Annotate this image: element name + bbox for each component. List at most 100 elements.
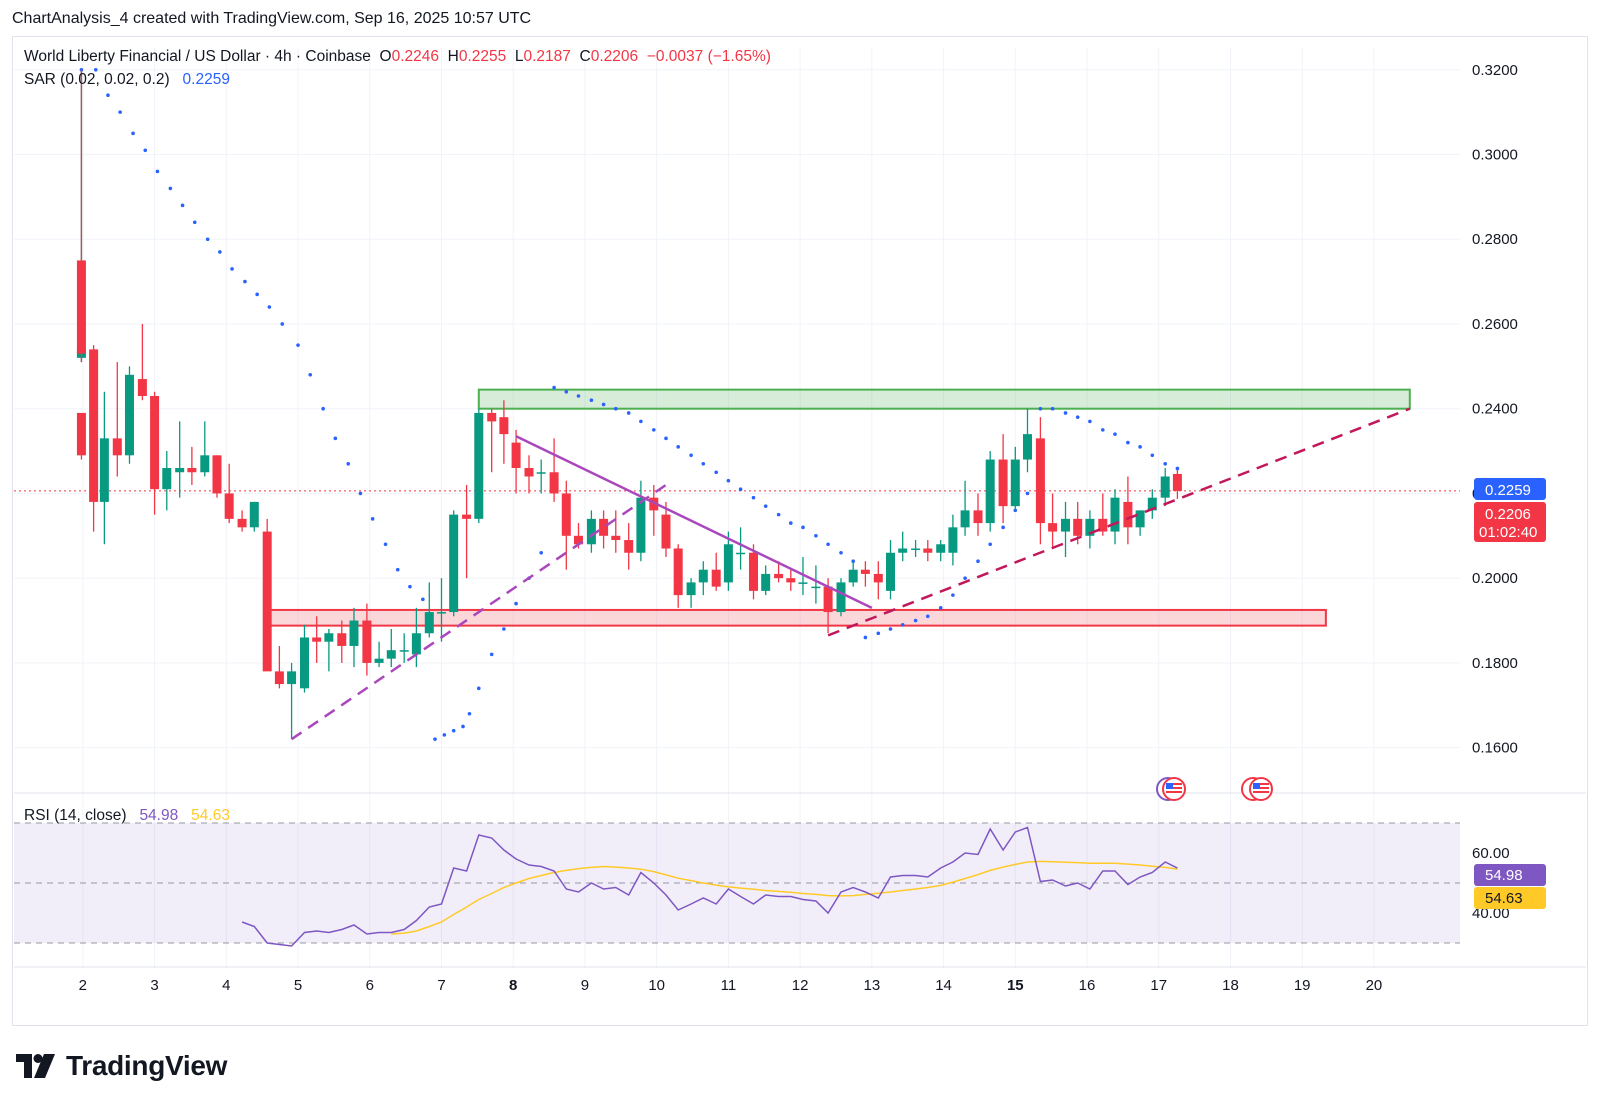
candle-down [499,400,509,464]
price-tick-label: 0.3000 [1472,147,1518,164]
sar-dot [1138,445,1142,449]
ascending-support-line-left [290,483,667,741]
sar-dot [131,131,135,136]
candle-down [561,480,571,570]
low-label: L [514,48,524,65]
sar-dot [726,478,731,483]
candle-up [386,629,396,668]
svg-text:54.63: 54.63 [1485,890,1523,907]
sar-dot [143,148,148,153]
candle-body [424,612,434,634]
candle-body [399,650,409,652]
candle-body [599,518,609,536]
time-tick-label: 14 [935,977,952,994]
candle-body [112,438,122,456]
sar-dot [358,491,363,496]
candle-up [99,391,109,545]
sar-dot [267,305,272,309]
price-tick-label: 0.1600 [1472,740,1518,757]
sar-dot [192,220,197,225]
brand-name: TradingView [66,1050,228,1081]
sar-dot [676,445,680,449]
candle-down [187,446,197,485]
candle-body [349,620,359,646]
candle-up [200,421,210,477]
candle-body [1085,518,1095,536]
high-label: H [447,48,459,65]
sar-dot [180,203,185,208]
candle-body [761,573,771,591]
time-tick-label: 11 [721,977,737,994]
candle-down [487,408,497,473]
candle-down [362,603,372,676]
sar-dot [651,428,656,432]
tradingview-brand[interactable]: TradingView [16,1050,227,1082]
sar-dot [689,453,693,458]
sar-dot [1063,411,1068,415]
candle-body [973,510,983,524]
time-tick-label: 3 [150,977,158,994]
candle-up [436,578,446,642]
us-flag-event-icon[interactable] [1241,777,1273,801]
candle-up [636,480,646,562]
candle-body [474,412,484,519]
sar-dot [888,627,893,631]
candle-up [586,510,596,553]
candle-body [736,552,746,555]
candle-body [911,548,921,551]
sar-dot [925,614,930,619]
candle-body [299,637,309,689]
candle-body [848,569,858,583]
candle-up [299,624,309,693]
candle-down [673,544,683,608]
rsi-ma-badge: 54.63 [1474,887,1546,909]
sar-dot [255,292,259,297]
rsi-label: RSI (14, close) [24,807,127,824]
candle-body [212,455,222,494]
sar-dot [576,394,581,398]
candle-down [112,362,122,477]
candle-body [686,582,696,596]
candle-up [911,540,921,557]
candle-up [536,459,546,494]
candle-body [449,514,459,613]
sar-dot [1075,415,1080,419]
candle-down [786,569,796,591]
candle-body [76,260,86,354]
candle-down [337,620,347,663]
candle-down [312,616,322,663]
candle-down [137,323,147,401]
price-tick-label: 0.2800 [1472,231,1518,248]
sar-dot [1001,525,1005,530]
candle-body [89,349,99,502]
chart-frame [12,36,1588,1026]
candle-body [1010,459,1020,507]
candle-up [249,501,259,532]
candle-body [124,374,134,456]
economic-events [1156,777,1273,801]
candle-body [885,552,895,591]
close-label: C [579,48,591,65]
candle-body [723,544,733,583]
sar-label: SAR (0.02, 0.02, 0.2) [24,71,170,88]
sar-dot [839,550,843,555]
sar-dot [963,576,967,580]
sar-dot [408,584,412,589]
time-tick-label: 20 [1366,977,1383,994]
us-flag-event-icon[interactable] [1156,777,1186,801]
time-tick-label: 17 [1150,977,1167,994]
candle-up [948,514,958,566]
sar-dot [814,534,818,538]
candle-down [661,501,671,557]
sar-dot [701,461,706,466]
sar-dot [776,512,781,517]
sar-dot [395,567,400,572]
sar-dot [801,525,805,530]
candle-up [811,565,821,604]
price-tick-label: 0.2600 [1472,316,1518,333]
candle-down [549,438,559,502]
candle-body [411,633,421,655]
price-legend: World Liberty Financial / US Dollar · 4h… [24,48,771,66]
sar-dot [333,436,338,441]
